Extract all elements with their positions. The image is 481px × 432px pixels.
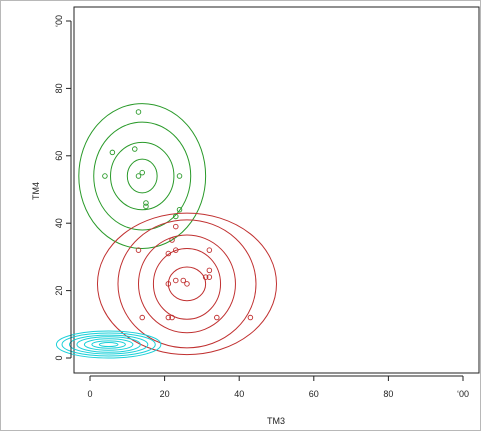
x-tick-label: ʻ00 [457,389,469,399]
data-point [169,314,175,321]
contour-ellipse [126,158,158,194]
contour-ellipse [55,330,162,359]
contour-ellipse [96,212,277,356]
contour-ellipse [152,247,222,320]
data-point [176,206,183,213]
contour-ellipse [98,341,119,348]
data-point [135,247,142,253]
data-point [173,213,179,220]
data-point [206,267,213,274]
contour-ellipse [68,334,149,355]
data-point [165,314,172,321]
contour-ellipse [76,336,141,353]
contour-ellipse [91,340,126,349]
data-point [139,169,145,176]
data-point [135,109,142,115]
contour-ellipse [137,234,236,334]
data-point [143,203,149,210]
y-tick-label: 20 [54,286,64,296]
y-tick-label: 60 [54,151,64,161]
y-tick-label: ʻ00 [54,15,64,27]
data-point [139,314,145,321]
x-tick-label: 40 [234,389,244,399]
y-axis: 0 20 40 60 80 ʻ00 [54,15,72,361]
contour-ellipse [78,103,207,249]
y-tick-label: 80 [54,83,64,93]
contour-ellipse [110,141,175,211]
data-point [247,314,254,321]
data-point [165,281,172,287]
data-point [173,223,179,230]
data-point [135,173,142,179]
data-point [202,274,209,280]
data-point [184,281,190,287]
data-point [180,277,186,284]
data-point [176,173,183,179]
data-point [206,274,213,280]
data-point [165,250,172,257]
data-point [173,277,179,284]
data-points [102,109,254,321]
data-point [102,173,108,179]
data-point [143,200,149,206]
data-point [214,314,220,321]
plot-area-border [73,6,480,374]
data-point [109,149,116,156]
data-point [169,237,175,243]
contour-ellipse [167,266,207,302]
density-contours [55,103,277,359]
y-tick-label: 0 [54,355,64,360]
data-point [132,146,138,152]
x-axis-title: TM3 [267,416,285,426]
x-tick-label: 20 [160,389,170,399]
x-tick-label: 80 [383,389,393,399]
data-point [173,247,179,253]
contour-ellipse [83,338,134,351]
y-tick-label: 40 [54,218,64,228]
y-axis-title: TM4 [31,182,41,200]
x-axis: 0 20 40 60 80 ʻ00 [87,375,469,399]
contour-ellipse [93,121,192,231]
x-tick-label: 60 [309,389,319,399]
contour-ellipse [61,332,156,357]
x-tick-label: 0 [87,389,92,399]
contour-ellipse [117,219,257,349]
data-point [206,247,213,253]
